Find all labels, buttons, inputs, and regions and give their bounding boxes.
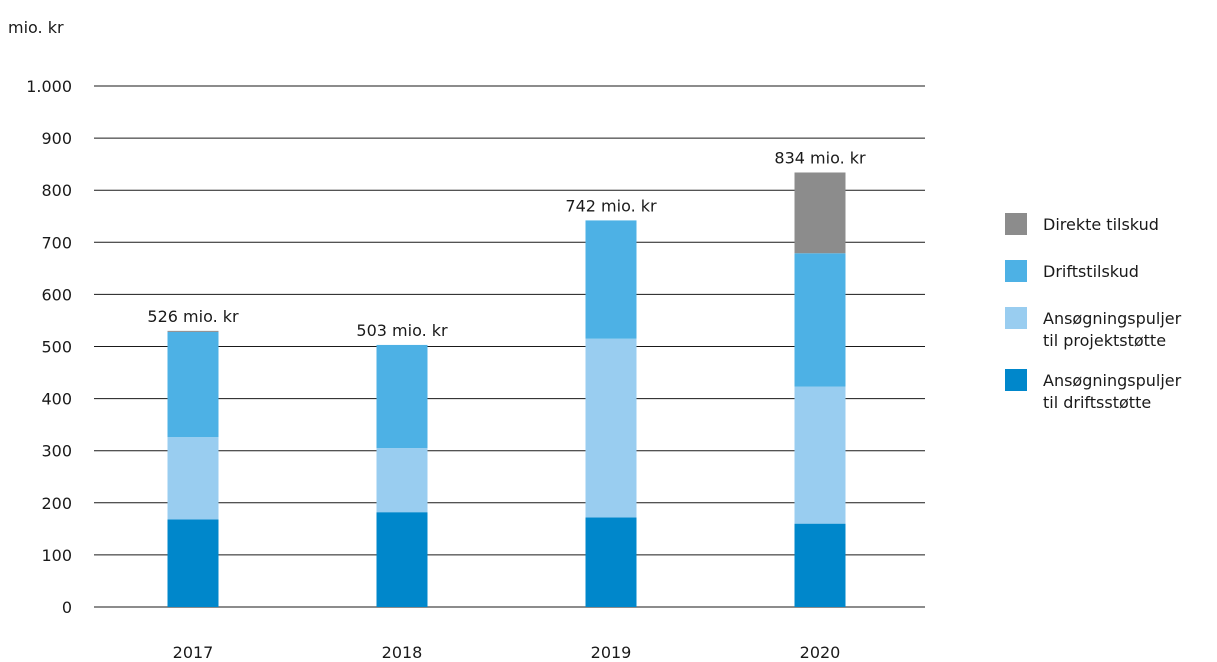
bar-segment xyxy=(794,172,846,254)
legend-item: Ansøgningspuljer til projektstøtte xyxy=(1005,307,1182,350)
legend-label: Ansøgningspuljer xyxy=(1043,371,1182,390)
bar-segment xyxy=(794,253,846,387)
y-tick-label: 800 xyxy=(41,181,72,200)
bar-segment xyxy=(585,517,637,607)
legend-swatch xyxy=(1005,213,1027,235)
total-label: 526 mio. kr xyxy=(147,307,239,326)
legend-label: til projektstøtte xyxy=(1043,331,1166,350)
y-tick-label: 700 xyxy=(41,233,72,252)
bar-segment xyxy=(376,344,428,449)
bar-segment xyxy=(794,386,846,524)
bar-segment xyxy=(376,512,428,607)
legend-item: Ansøgningspuljer til driftsstøtte xyxy=(1005,369,1182,412)
y-tick-label: 500 xyxy=(41,338,72,357)
legend-swatch xyxy=(1005,307,1027,329)
total-label: 834 mio. kr xyxy=(774,148,866,167)
legend-label: Direkte tilskud xyxy=(1043,215,1159,234)
y-tick-label: 900 xyxy=(41,129,72,148)
y-tick-label: 0 xyxy=(62,598,72,617)
bar-segment xyxy=(167,331,219,438)
total-labels: 526 mio. kr 503 mio. kr 742 mio. kr 834 mio… xyxy=(147,148,866,339)
bar-segment xyxy=(585,338,637,518)
x-tick-label: 2020 xyxy=(800,643,841,662)
x-tick-label: 2018 xyxy=(382,643,423,662)
legend-label: Driftstilskud xyxy=(1043,262,1139,281)
legend-label: Ansøgningspuljer xyxy=(1043,309,1182,328)
legend-label: til driftsstøtte xyxy=(1043,393,1151,412)
legend-swatch xyxy=(1005,369,1027,391)
x-tick-label: 2019 xyxy=(591,643,632,662)
grid-lines xyxy=(94,85,925,608)
total-label: 503 mio. kr xyxy=(356,321,448,340)
y-tick-label: 100 xyxy=(41,546,72,565)
y-tick-label: 200 xyxy=(41,494,72,513)
y-tick-label: 600 xyxy=(41,285,72,304)
legend-swatch xyxy=(1005,260,1027,282)
y-tick-label: 300 xyxy=(41,442,72,461)
bar-segment xyxy=(167,437,219,520)
x-tick-label: 2017 xyxy=(173,643,214,662)
legend: Direkte tilskud Driftstilskud Ansøgningspu… xyxy=(1005,213,1182,412)
bar-segment xyxy=(794,523,846,607)
bar-segment xyxy=(167,330,219,332)
bar-segment xyxy=(376,448,428,513)
x-tick-labels: 2017 2018 2019 2020 xyxy=(173,643,841,662)
y-tick-label: 1.000 xyxy=(26,77,72,96)
y-axis-label: mio. kr xyxy=(8,18,64,37)
bar-segment xyxy=(585,220,637,339)
y-tick-labels: 0 100 200 300 400 500 600 700 800 900 1.000 xyxy=(26,77,72,617)
bars xyxy=(167,172,846,607)
total-label: 742 mio. kr xyxy=(565,196,657,215)
y-tick-label: 400 xyxy=(41,390,72,409)
legend-item: Direkte tilskud xyxy=(1005,213,1159,235)
legend-item: Driftstilskud xyxy=(1005,260,1139,282)
bar-segment xyxy=(167,519,219,607)
